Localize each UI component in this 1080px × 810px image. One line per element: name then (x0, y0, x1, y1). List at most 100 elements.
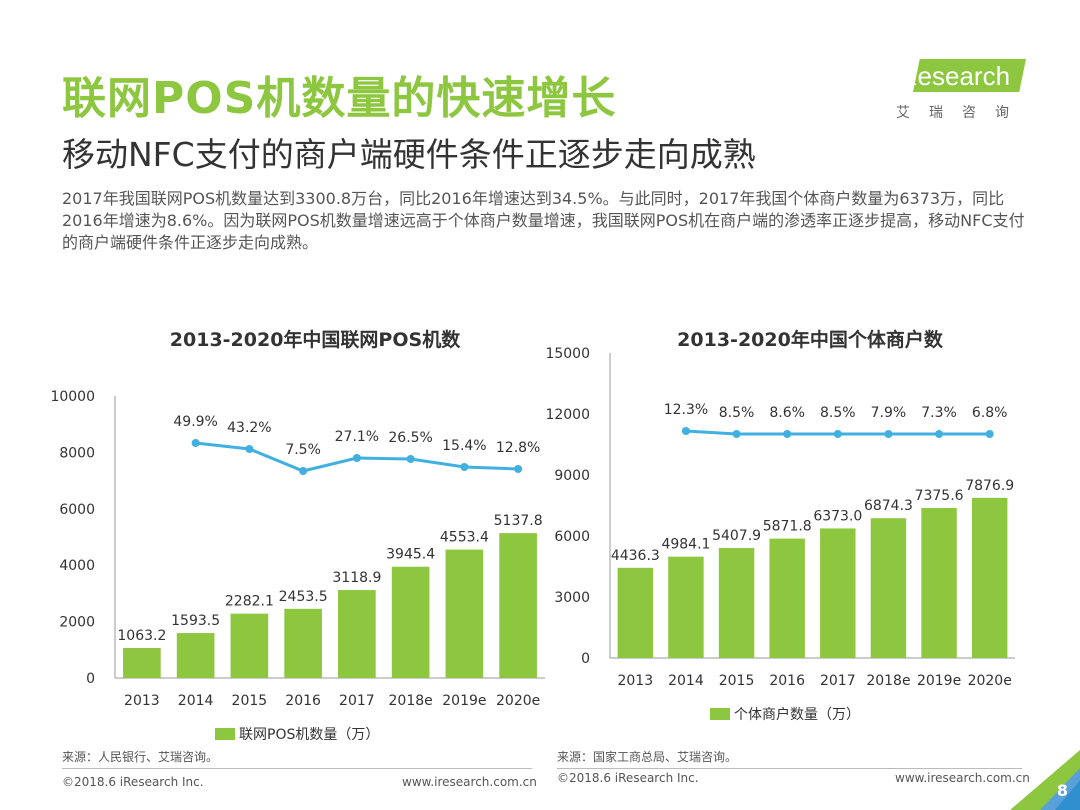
copyright-left: ©2018.6 iResearch Inc. (62, 775, 204, 789)
y-tick-label: 6000 (554, 529, 590, 545)
y-tick-label: 4000 (59, 558, 95, 574)
growth-rate-point (985, 430, 994, 438)
x-tick-label: 2016 (769, 673, 805, 689)
pos-terminal-chart: 2013-2020年中国联网POS机数 0 2000 4000 6000 8000 1000… (50, 328, 545, 740)
bar (499, 533, 537, 678)
growth-rate-label: 12.8% (496, 440, 540, 456)
y-tick-label: 3000 (554, 590, 590, 606)
bar (391, 566, 430, 678)
bar (718, 548, 755, 658)
bar (921, 508, 957, 658)
legend-swatch (215, 728, 235, 740)
growth-rate-point (191, 439, 200, 447)
bar-value-label: 7876.9 (965, 478, 1014, 494)
growth-rate-point (514, 465, 523, 473)
growth-rate-label: 7.3% (921, 405, 957, 421)
x-tick-label: 2013 (617, 673, 653, 689)
x-tick-label: 2019e (442, 693, 486, 709)
page-title: 联网POS机数量的快速增长 (62, 73, 617, 124)
growth-rate-point (884, 430, 893, 438)
growth-rate-label: 12.3% (664, 402, 708, 418)
growth-rate-point (352, 454, 361, 462)
url-right: www.iresearch.com.cn (895, 771, 1030, 785)
logo-tag-shape (913, 59, 1026, 92)
legend-label: 个体商户数量（万） (734, 706, 860, 723)
x-tick-label: 2018e (389, 693, 433, 709)
growth-rate-label: 8.5% (719, 405, 755, 421)
bar-value-label: 7375.6 (915, 488, 964, 504)
x-tick-label: 2020e (496, 693, 540, 709)
bar (445, 549, 484, 678)
growth-rate-label: 26.5% (388, 430, 432, 446)
bar-value-label: 2453.5 (279, 589, 328, 605)
growth-rate-point (460, 463, 469, 471)
growth-rate-label: 6.8% (972, 405, 1008, 421)
bar-value-label: 4553.4 (440, 530, 489, 546)
y-tick-label: 0 (581, 651, 590, 667)
bar (820, 528, 856, 658)
logo-subtitle: 艾瑞咨询 (896, 105, 1028, 121)
growth-rate-label: 49.9% (173, 414, 217, 430)
legend-swatch (710, 708, 730, 720)
bar (230, 613, 269, 678)
x-tick-label: 2016 (285, 693, 321, 709)
growth-rate-label: 7.5% (285, 442, 321, 458)
growth-rate-point (783, 430, 792, 438)
bar (971, 497, 1008, 658)
bar-value-label: 2282.1 (225, 594, 274, 610)
corner-decoration (1010, 750, 1080, 810)
bar-value-label: 3945.4 (386, 547, 435, 563)
y-tick-label: 8000 (59, 445, 95, 461)
bar (338, 590, 376, 678)
bar-value-label: 5871.8 (763, 519, 812, 535)
growth-rate-point (299, 467, 308, 475)
y-tick-label: 10000 (50, 389, 95, 405)
bar (123, 648, 161, 678)
x-tick-label: 2013 (124, 693, 160, 709)
x-tick-label: 2015 (719, 673, 755, 689)
copyright-right: ©2018.6 iResearch Inc. (557, 771, 699, 785)
x-tick-label: 2017 (820, 673, 856, 689)
growth-rate-label: 8.5% (820, 405, 856, 421)
bar (668, 556, 704, 658)
growth-rate-point (681, 427, 690, 435)
bar (769, 538, 805, 658)
bar-value-label: 3118.9 (332, 570, 381, 586)
bar-value-label: 6373.0 (813, 508, 862, 524)
page-subtitle: 移动NFC支付的商户端硬件条件正逐步走向成熟 (62, 135, 756, 174)
merchant-count-chart: 2013-2020年中国个体商户数 0 3000 6000 9000 12000 15000… (545, 328, 1015, 723)
growth-rate-point (935, 430, 944, 438)
divider-right (557, 768, 1022, 769)
growth-rate-label: 27.1% (335, 429, 379, 445)
y-tick-label: 9000 (554, 468, 590, 484)
bar-value-label: 1063.2 (117, 628, 166, 644)
bar-value-label: 5407.9 (712, 528, 761, 544)
x-tick-label: 2018e (866, 673, 910, 689)
legend-label: 联网POS机数量（万） (239, 727, 379, 740)
bar (870, 518, 907, 658)
bar (176, 633, 215, 678)
bar-value-label: 6874.3 (864, 498, 913, 514)
chart-title: 2013-2020年中国个体商户数 (677, 328, 944, 351)
growth-rate-label: 43.2% (227, 420, 271, 436)
x-tick-label: 2014 (668, 673, 704, 689)
bar (617, 567, 654, 658)
bar-value-label: 1593.5 (171, 613, 220, 629)
divider-left (62, 768, 532, 769)
url-left: www.iresearch.com.cn (402, 775, 537, 789)
bar-value-label: 4436.3 (611, 548, 660, 564)
y-tick-label: 15000 (545, 346, 590, 362)
page-number: 8 (1056, 781, 1068, 800)
y-tick-label: 0 (86, 671, 95, 687)
growth-rate-label: 7.9% (871, 405, 907, 421)
y-tick-label: 6000 (59, 502, 95, 518)
x-tick-label: 2020e (968, 673, 1012, 689)
x-tick-label: 2015 (232, 693, 268, 709)
growth-rate-point (833, 430, 842, 438)
source-note-right: 来源：国家工商总局、艾瑞咨询。 (557, 750, 738, 764)
y-tick-label: 2000 (59, 615, 95, 631)
growth-rate-point (245, 445, 254, 453)
x-tick-label: 2019e (917, 673, 961, 689)
source-note-left: 来源：人民银行、艾瑞咨询。 (62, 750, 219, 764)
bar (284, 608, 322, 678)
